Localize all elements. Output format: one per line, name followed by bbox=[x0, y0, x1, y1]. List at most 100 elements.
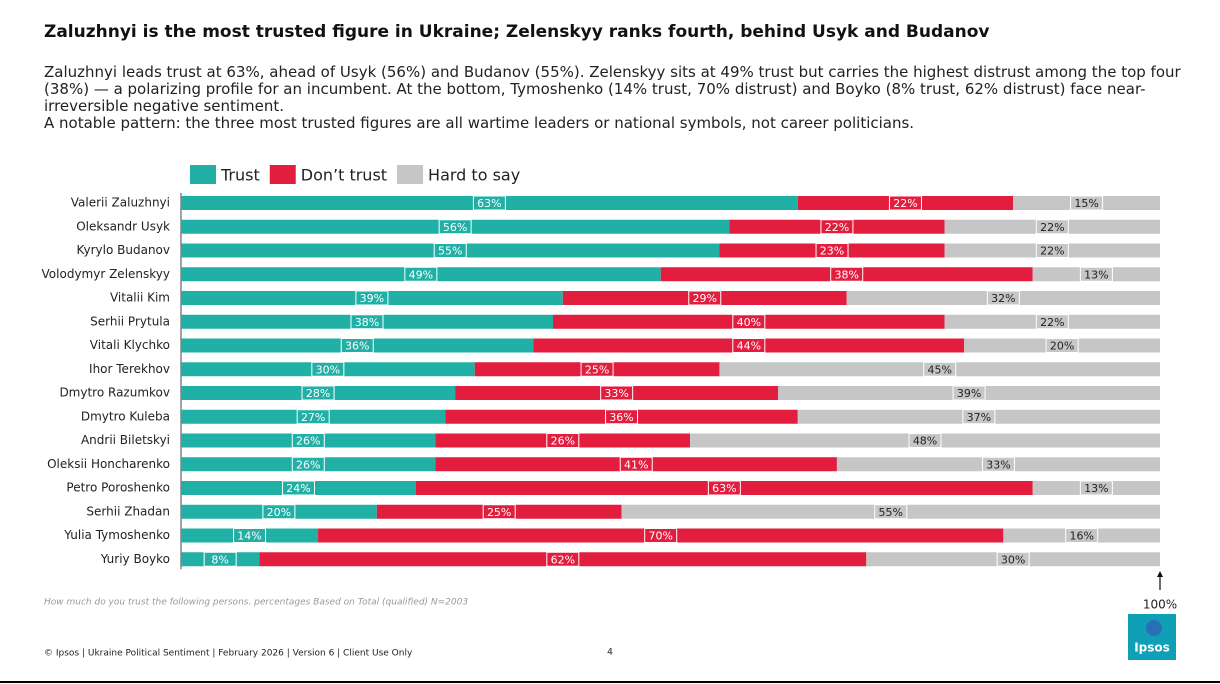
x-tick-arrowhead bbox=[1157, 571, 1163, 577]
value-label: 36% bbox=[345, 340, 369, 353]
legend-swatch bbox=[397, 165, 424, 184]
value-label: 70% bbox=[648, 530, 672, 543]
value-label-box bbox=[1070, 195, 1104, 211]
value-label: 15% bbox=[1074, 197, 1098, 210]
y-tick-label: Vitalii Kim bbox=[110, 291, 170, 305]
value-label: 55% bbox=[438, 245, 462, 258]
value-label-box bbox=[546, 433, 580, 448]
value-label-box bbox=[433, 243, 467, 258]
value-label: 22% bbox=[825, 221, 849, 234]
logo: Ipsos bbox=[1134, 641, 1170, 655]
value-label: 22% bbox=[1040, 316, 1064, 329]
value-label: 39% bbox=[360, 292, 384, 305]
value-label-box bbox=[296, 409, 330, 425]
subtitle-paragraph: A notable pattern: the three most truste… bbox=[44, 114, 915, 132]
y-tick-label: Yulia Tymoshenko bbox=[63, 528, 170, 542]
value-label: 14% bbox=[237, 530, 261, 543]
value-label: 41% bbox=[624, 458, 648, 471]
value-label-box bbox=[644, 528, 678, 543]
value-label-box bbox=[908, 433, 942, 448]
value-label: 20% bbox=[267, 506, 291, 519]
legend-label: Don’t trust bbox=[301, 166, 387, 185]
legend-label: Hard to say bbox=[428, 166, 520, 185]
y-tick-label: Andrii Biletskyi bbox=[81, 433, 170, 447]
value-label-box bbox=[1079, 480, 1113, 496]
value-label-box bbox=[355, 290, 389, 306]
value-label: 22% bbox=[893, 197, 917, 210]
value-label: 37% bbox=[967, 411, 991, 424]
value-label-box bbox=[962, 409, 996, 425]
value-label-box bbox=[546, 551, 580, 567]
value-label: 22% bbox=[1040, 245, 1064, 258]
value-label-box bbox=[350, 314, 384, 330]
value-label-box bbox=[707, 480, 741, 496]
value-label: 26% bbox=[551, 435, 575, 448]
value-label: 62% bbox=[551, 553, 575, 566]
page-number: 4 bbox=[607, 648, 613, 658]
subtitle: Zaluzhnyi leads trust at 63%, ahead of U… bbox=[44, 64, 1184, 132]
value-label: 16% bbox=[1069, 530, 1093, 543]
value-label-box bbox=[732, 338, 766, 353]
value-label-box bbox=[981, 456, 1015, 472]
value-label: 44% bbox=[737, 340, 761, 353]
legend-swatch bbox=[269, 165, 296, 184]
value-label-box bbox=[311, 361, 345, 377]
value-label: 56% bbox=[443, 221, 467, 234]
y-tick-label: Dmytro Razumkov bbox=[59, 386, 170, 400]
value-label-box bbox=[281, 480, 315, 496]
value-label: 26% bbox=[296, 435, 320, 448]
value-label-box bbox=[291, 456, 325, 472]
value-label-box bbox=[438, 219, 472, 235]
value-label-box bbox=[923, 361, 957, 377]
value-label-box bbox=[874, 504, 908, 520]
value-label: 23% bbox=[820, 245, 844, 258]
y-tick-label: Valerii Zaluzhnyi bbox=[71, 196, 170, 210]
title: Zaluzhnyi is the most trusted figure in … bbox=[44, 22, 989, 42]
value-label: 28% bbox=[306, 387, 330, 400]
value-label-box bbox=[301, 385, 335, 401]
value-label-box bbox=[1035, 219, 1069, 235]
value-label-box bbox=[1035, 243, 1069, 258]
value-label: 25% bbox=[487, 506, 511, 519]
value-label: 38% bbox=[355, 316, 379, 329]
value-label: 20% bbox=[1050, 340, 1074, 353]
value-label-box bbox=[815, 243, 849, 258]
value-label: 32% bbox=[991, 292, 1015, 305]
value-label-box bbox=[1035, 314, 1069, 330]
value-label: 22% bbox=[1040, 221, 1064, 234]
value-label-box bbox=[262, 504, 296, 520]
value-label: 39% bbox=[957, 387, 981, 400]
value-label-box bbox=[340, 338, 374, 353]
value-label: 33% bbox=[604, 387, 628, 400]
value-label: 24% bbox=[286, 482, 310, 495]
y-tick-label: Volodymyr Zelenskyy bbox=[42, 267, 170, 281]
value-label: 30% bbox=[1001, 553, 1025, 566]
footnote: How much do you trust the following pers… bbox=[44, 598, 468, 608]
x-tick-label: 100% bbox=[1143, 598, 1177, 612]
value-label: 27% bbox=[301, 411, 325, 424]
value-label: 40% bbox=[737, 316, 761, 329]
y-tick-label: Serhii Zhadan bbox=[86, 504, 170, 518]
y-tick-label: Ihor Terekhov bbox=[89, 362, 170, 376]
value-label-box bbox=[1079, 266, 1113, 282]
value-label-box bbox=[605, 409, 639, 425]
value-label-box bbox=[1045, 338, 1079, 353]
value-label: 25% bbox=[585, 363, 609, 376]
y-tick-label: Serhii Prytula bbox=[90, 314, 170, 328]
value-label: 13% bbox=[1084, 482, 1108, 495]
value-label-box bbox=[1065, 528, 1099, 543]
y-tick-label: Oleksandr Usyk bbox=[76, 219, 170, 233]
y-tick-label: Vitali Klychko bbox=[90, 338, 170, 352]
legend-label: Trust bbox=[220, 166, 260, 185]
value-label: 45% bbox=[927, 363, 951, 376]
value-label: 33% bbox=[986, 458, 1010, 471]
legend-swatch bbox=[190, 165, 216, 184]
value-label: 48% bbox=[913, 435, 937, 448]
value-label-box bbox=[820, 219, 854, 235]
value-label-box bbox=[404, 266, 438, 282]
value-label-box bbox=[600, 385, 634, 401]
value-label-box bbox=[830, 266, 864, 282]
value-label-box bbox=[986, 290, 1020, 306]
